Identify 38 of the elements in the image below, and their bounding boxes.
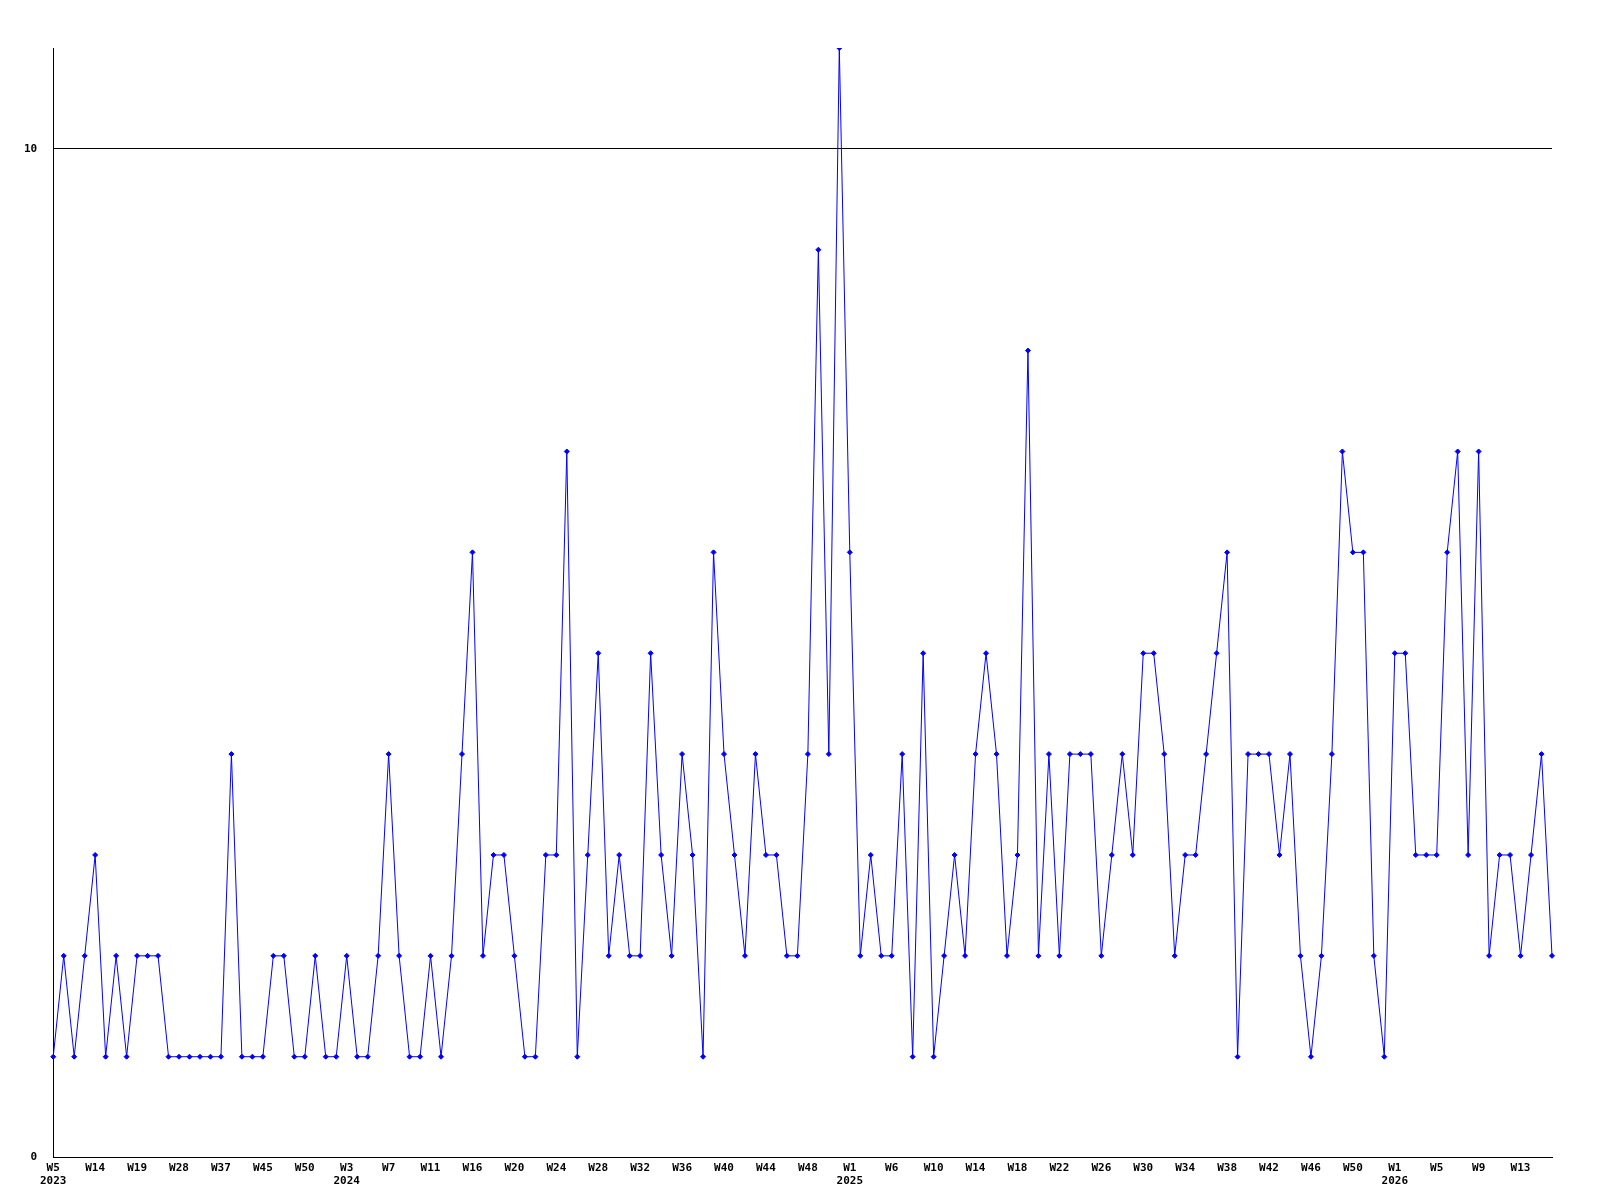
x-tick-label: W5 xyxy=(1430,1161,1444,1175)
x-tick-label: W19 xyxy=(127,1161,148,1175)
x-tick-label: W7 xyxy=(382,1161,396,1175)
x-tick-label: W36 xyxy=(672,1161,693,1175)
x-tick-label: W9 xyxy=(1472,1161,1486,1175)
x-tick-label: W11 xyxy=(420,1161,441,1175)
y-tick-label: 0 xyxy=(30,1150,38,1164)
x-tick-label: W10 xyxy=(923,1161,944,1175)
x-tick-label: W20 xyxy=(504,1161,525,1175)
x-tick-label: W50 xyxy=(1342,1161,1363,1175)
x-tick-label: W38 xyxy=(1217,1161,1238,1175)
x-tick-label: W1 2026 xyxy=(1381,1161,1409,1188)
x-tick-label: W50 xyxy=(294,1161,315,1175)
x-tick-label: W26 xyxy=(1091,1161,1112,1175)
y-tick-label: 10 xyxy=(24,141,38,155)
x-tick-label: W37 xyxy=(211,1161,231,1175)
x-tick-label: W14 xyxy=(965,1161,986,1175)
x-tick-label: W44 xyxy=(756,1161,777,1175)
x-tick-label: W30 xyxy=(1133,1161,1154,1175)
x-tick-label: W18 xyxy=(1007,1161,1028,1175)
x-tick-label: W24 xyxy=(546,1161,567,1175)
x-tick-label: W48 xyxy=(797,1161,818,1175)
x-tick-label: W13 xyxy=(1510,1161,1531,1175)
x-tick-label: W16 xyxy=(462,1161,483,1175)
x-tick-label: W40 xyxy=(714,1161,734,1175)
x-tick-label: W22 xyxy=(1049,1161,1070,1175)
x-tick-label: W45 xyxy=(252,1161,273,1175)
x-tick-label: W46 xyxy=(1301,1161,1322,1175)
x-tick-label: W42 xyxy=(1259,1161,1279,1175)
x-tick-label: W1 2025 xyxy=(836,1161,864,1188)
x-tick-label: W34 xyxy=(1175,1161,1196,1175)
x-tick-label: W28 xyxy=(169,1161,189,1175)
x-tick-label: W32 xyxy=(630,1161,651,1175)
x-tick-label: W6 xyxy=(885,1161,899,1175)
x-tick-label: W14 xyxy=(85,1161,106,1175)
x-tick-label: W3 2024 xyxy=(333,1161,361,1188)
x-tick-label: W28 xyxy=(588,1161,609,1175)
x-tick-label: W5 2023 xyxy=(40,1161,67,1188)
